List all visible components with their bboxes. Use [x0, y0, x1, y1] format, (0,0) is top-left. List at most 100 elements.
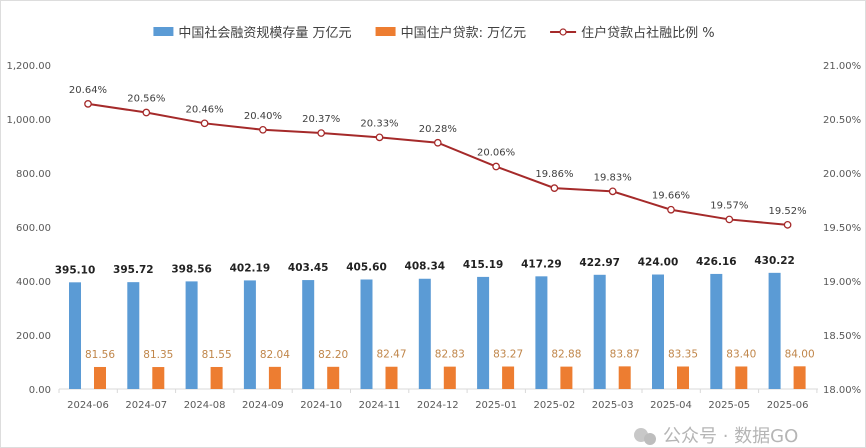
bar-label-social-financing: 424.00 [638, 257, 679, 269]
x-axis-tick-label: 2024-12 [417, 400, 459, 411]
x-axis-tick-label: 2025-01 [475, 400, 517, 411]
bar-label-social-financing: 426.16 [696, 256, 737, 268]
line-label-ratio: 20.64% [69, 85, 107, 96]
line-label-ratio: 20.33% [360, 118, 398, 129]
bar-household-loans [385, 366, 398, 389]
bar-household-loans [443, 366, 456, 389]
bar-label-social-financing: 422.97 [579, 257, 620, 269]
bar-household-loans [152, 367, 165, 389]
bar-household-loans [210, 366, 223, 389]
line-point-ratio [608, 187, 617, 196]
legend-label-0: 中国社会融资规模存量 万亿元 [178, 25, 351, 41]
line-point-ratio [783, 220, 792, 229]
line-label-ratio: 19.83% [594, 172, 632, 183]
bar-social-financing [243, 280, 256, 389]
line-point-ratio [200, 119, 209, 128]
line-label-ratio: 19.52% [769, 206, 807, 217]
bar-household-loans [502, 366, 515, 389]
bar-label-household-loans: 81.55 [202, 349, 232, 361]
left-axis-tick: 1,200.00 [6, 61, 51, 72]
line-label-ratio: 20.40% [244, 111, 282, 122]
bar-label-household-loans: 82.04 [260, 349, 290, 361]
bar-household-loans [677, 366, 689, 389]
bar-label-household-loans: 83.35 [668, 348, 698, 360]
bar-label-social-financing: 402.19 [230, 262, 271, 274]
left-axis-tick: 200.00 [16, 331, 51, 342]
right-axis-tick: 21.00% [823, 61, 861, 72]
right-axis-tick: 18.50% [823, 331, 861, 342]
bar-label-social-financing: 408.34 [405, 261, 446, 273]
line-point-ratio [142, 108, 151, 117]
bar-household-loans [618, 366, 631, 389]
bar-label-household-loans: 83.27 [493, 349, 523, 361]
line-point-ratio [550, 184, 559, 192]
x-axis-tick-label: 2025-04 [650, 400, 692, 411]
line-point-ratio [492, 162, 500, 171]
line-label-ratio: 19.66% [652, 191, 690, 202]
bar-social-financing [360, 279, 373, 389]
x-axis-tick-label: 2025-05 [708, 400, 750, 411]
bar-household-loans [735, 366, 748, 389]
bar-label-household-loans: 84.00 [785, 348, 815, 360]
x-axis-tick-label: 2025-06 [767, 400, 809, 411]
line-label-ratio: 20.46% [186, 104, 224, 115]
bar-social-financing [535, 276, 548, 389]
bar-household-loans [793, 366, 806, 389]
left-axis-tick: 1,000.00 [6, 115, 51, 126]
line-label-ratio: 20.56% [127, 94, 165, 105]
wechat-logo-icon [644, 433, 656, 445]
bar-household-loans [268, 366, 281, 389]
bar-social-financing [69, 282, 81, 389]
x-axis-tick-label: 2024-09 [242, 400, 284, 411]
bar-label-social-financing: 415.19 [463, 259, 504, 271]
bar-label-household-loans: 82.47 [376, 349, 406, 361]
bar-social-financing [710, 273, 723, 389]
bar-social-financing [477, 276, 490, 389]
bar-label-household-loans: 82.83 [435, 349, 465, 361]
bar-label-household-loans: 82.20 [318, 349, 348, 361]
line-point-ratio [317, 129, 326, 137]
line-label-ratio: 19.86% [535, 169, 573, 180]
bar-label-social-financing: 430.22 [754, 255, 795, 267]
bar-household-loans [94, 366, 106, 389]
bar-label-household-loans: 81.35 [143, 349, 173, 361]
bar-label-household-loans: 82.88 [551, 349, 581, 361]
line-point-ratio [84, 100, 92, 108]
bar-label-household-loans: 83.87 [610, 348, 640, 360]
left-axis-tick: 0.00 [29, 385, 51, 396]
line-ratio [87, 102, 788, 226]
bar-social-financing [418, 278, 431, 389]
x-axis-tick-label: 2024-08 [184, 400, 226, 411]
bar-social-financing [185, 281, 198, 389]
x-axis-tick-label: 2025-03 [592, 400, 634, 411]
right-axis-tick: 20.00% [823, 169, 861, 180]
left-axis-tick: 400.00 [16, 277, 51, 288]
legend-label-1: 中国住户贷款: 万亿元 [401, 25, 527, 41]
bar-label-social-financing: 403.45 [288, 262, 329, 274]
bar-label-household-loans: 81.56 [85, 349, 115, 361]
line-label-ratio: 20.06% [477, 148, 515, 159]
right-axis-tick: 19.50% [823, 223, 861, 234]
line-point-ratio [725, 215, 734, 224]
bar-household-loans [560, 366, 573, 389]
bar-label-social-financing: 417.29 [521, 258, 562, 270]
bar-label-social-financing: 395.10 [55, 264, 96, 276]
bar-social-financing [652, 274, 664, 389]
line-point-ratio [259, 125, 267, 134]
x-axis-tick-label: 2024-07 [125, 400, 167, 411]
bar-label-household-loans: 83.40 [726, 348, 756, 360]
watermark: 公众号 · 数据GO [663, 426, 798, 447]
line-point-ratio [433, 138, 442, 147]
bar-household-loans [327, 366, 340, 389]
right-axis-tick: 19.00% [823, 277, 861, 288]
line-point-ratio [667, 205, 675, 214]
bar-label-social-financing: 405.60 [346, 261, 387, 273]
right-axis-tick: 18.00% [823, 385, 861, 396]
x-axis-tick-label: 2024-11 [359, 400, 401, 411]
x-axis-tick-label: 2024-10 [300, 400, 342, 411]
line-label-ratio: 20.37% [302, 114, 340, 125]
line-label-ratio: 19.57% [710, 200, 748, 211]
x-axis-tick-label: 2025-02 [534, 400, 576, 411]
left-axis-tick: 600.00 [16, 223, 51, 234]
